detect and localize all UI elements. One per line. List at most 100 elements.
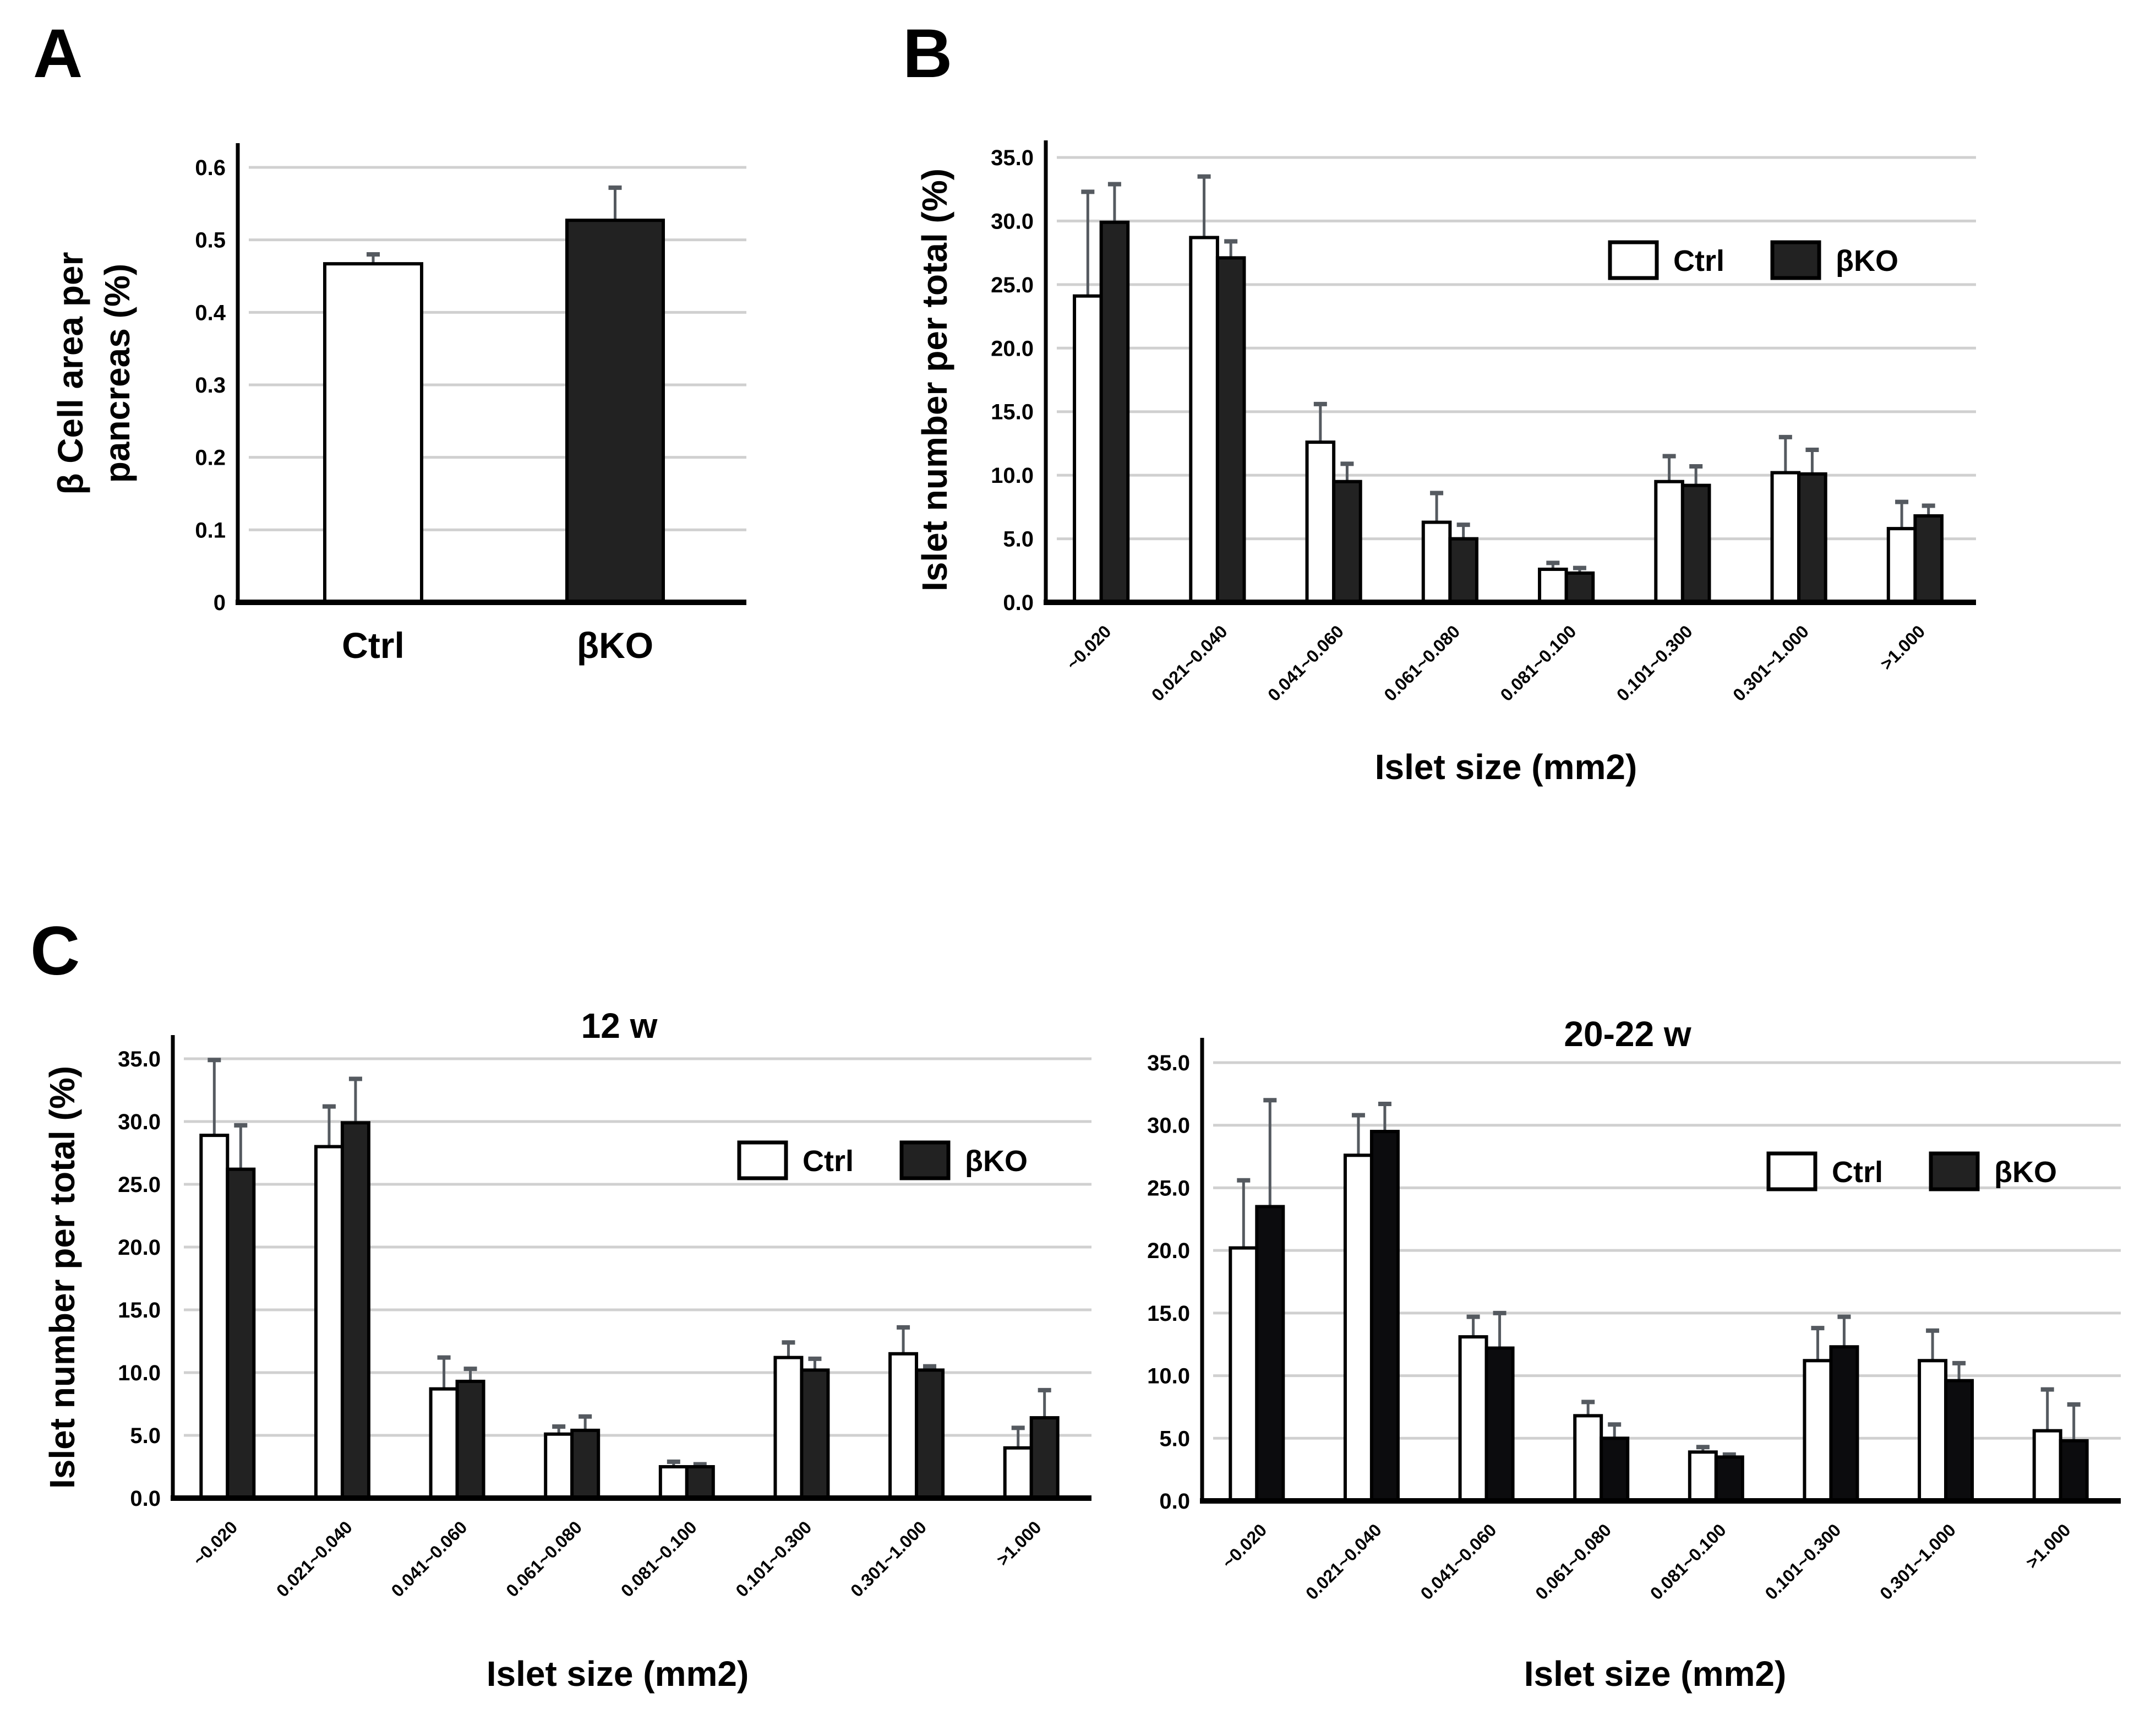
legend-label-bko: βKO bbox=[1836, 244, 1898, 277]
y-tick-label: 30.0 bbox=[1147, 1114, 1190, 1138]
x-tick-label: ~0.020 bbox=[189, 1517, 241, 1569]
x-tick-label: 0.081~0.100 bbox=[1646, 1520, 1730, 1603]
y-tick-label: 5.0 bbox=[130, 1424, 161, 1448]
y-tick-label: 0.6 bbox=[195, 156, 226, 180]
x-category-label: βKO bbox=[577, 625, 653, 666]
legend-swatch-ctrl bbox=[1766, 1151, 1817, 1191]
x-tick-label: >1.000 bbox=[1876, 621, 1929, 673]
x-tick-label: 0.081~0.100 bbox=[617, 1517, 701, 1601]
bar-bko bbox=[1944, 1379, 1974, 1503]
y-tick-label: 0.3 bbox=[195, 373, 226, 398]
legend-swatch-bko bbox=[1770, 240, 1821, 280]
bar-bko bbox=[1484, 1346, 1515, 1503]
bar-ctrl bbox=[1688, 1450, 1718, 1503]
bar-bko bbox=[1369, 1130, 1400, 1503]
bar-bko bbox=[800, 1368, 830, 1500]
y-tick-label: 5.0 bbox=[1003, 527, 1034, 552]
bar-bko bbox=[226, 1167, 256, 1500]
panel-b-xlabel: Islet size (mm2) bbox=[1375, 747, 1638, 787]
legend-label-bko: βKO bbox=[1994, 1156, 2057, 1189]
bar-ctrl bbox=[1886, 527, 1917, 604]
panel-b-ylabel: Islet number per total (%) bbox=[915, 168, 954, 591]
y-tick-label: 0.0 bbox=[130, 1487, 161, 1511]
x-tick-label: 0.061~0.080 bbox=[1531, 1520, 1615, 1603]
chart-panel-2: 0.0 5.0 10.0 15.0 20.0 25.0 30.0 35.0 ~0.020 0.02… bbox=[118, 1035, 1091, 1601]
bar-ctrl bbox=[2032, 1429, 2062, 1503]
y-tick-label: 10.0 bbox=[991, 464, 1034, 488]
panel-c-2022w-xlabel: Islet size (mm2) bbox=[1524, 1654, 1787, 1694]
y-tick-label: 25.0 bbox=[991, 273, 1034, 297]
legend-swatch-ctrl bbox=[1608, 240, 1659, 280]
x-tick-label: 0.301~1.000 bbox=[847, 1517, 930, 1601]
bar-ctrl bbox=[658, 1465, 689, 1500]
legend-label-ctrl: Ctrl bbox=[1673, 244, 1724, 277]
y-tick-label: 25.0 bbox=[118, 1173, 161, 1197]
bar-ctrl bbox=[544, 1432, 574, 1500]
bar-ctrl bbox=[1918, 1359, 1948, 1503]
bar-bko bbox=[1448, 537, 1478, 604]
bar-bko bbox=[1797, 472, 1827, 604]
panel-c-12w-xlabel: Islet size (mm2) bbox=[487, 1654, 749, 1694]
x-tick-label: >1.000 bbox=[992, 1517, 1045, 1569]
y-tick-label: 10.0 bbox=[1147, 1364, 1190, 1389]
bar-ctrl bbox=[1003, 1446, 1033, 1500]
bar-ctrl bbox=[773, 1356, 804, 1500]
bar-bko bbox=[1680, 483, 1711, 605]
bar-ctrl bbox=[1573, 1414, 1603, 1503]
y-tick-label: 15.0 bbox=[991, 400, 1034, 424]
bar-bko bbox=[1099, 220, 1130, 605]
legend-swatch-bko bbox=[899, 1140, 951, 1180]
x-tick-label: 0.061~0.080 bbox=[502, 1517, 586, 1601]
y-tick-label: 10.0 bbox=[118, 1361, 161, 1385]
bar-ctrl bbox=[1073, 294, 1103, 604]
bar-bko bbox=[1600, 1436, 1630, 1503]
x-tick-label: 0.101~0.300 bbox=[732, 1517, 815, 1601]
x-tick-label: 0.041~0.060 bbox=[1264, 621, 1347, 705]
y-tick-label: 35.0 bbox=[1147, 1051, 1190, 1075]
chart-panel-1: 0.0 5.0 10.0 15.0 20.0 25.0 30.0 35.0 ~0.020 0.02… bbox=[991, 140, 1976, 705]
y-tick-label: 15.0 bbox=[118, 1298, 161, 1322]
panel-c-12w-title: 12 w bbox=[581, 1006, 658, 1046]
bar-bko bbox=[1829, 1345, 1859, 1503]
bar-ctrl bbox=[1421, 520, 1452, 604]
y-tick-label: 0.4 bbox=[195, 301, 226, 325]
panel-c-ylabel: Islet number per total (%) bbox=[42, 1066, 82, 1489]
bar-ctrl bbox=[314, 1145, 344, 1500]
bar-bko bbox=[1215, 256, 1246, 604]
panel-label-b: B bbox=[903, 15, 952, 92]
bar-bko bbox=[1714, 1455, 1744, 1503]
x-tick-label: 0.021~0.040 bbox=[1148, 621, 1231, 705]
y-tick-label: 0.2 bbox=[195, 446, 226, 470]
bar-ctrl bbox=[1189, 236, 1219, 604]
bar-ctrl bbox=[1343, 1153, 1373, 1503]
x-tick-label: 0.021~0.040 bbox=[272, 1517, 356, 1601]
chart-panel-0: 0 0.1 0.2 0.3 0.4 0.5 0.6 Ctrl βKO bbox=[195, 143, 746, 666]
bar-ctrl bbox=[1538, 567, 1568, 605]
y-tick-label: 20.0 bbox=[991, 336, 1034, 361]
panel-label-c: C bbox=[30, 913, 80, 989]
x-category-label: Ctrl bbox=[342, 625, 405, 666]
bar-ctrl bbox=[1458, 1335, 1488, 1503]
y-tick-label: 35.0 bbox=[118, 1047, 161, 1071]
bar-bko bbox=[570, 1428, 601, 1500]
bar-ctrl bbox=[1229, 1246, 1259, 1503]
chart-panel-3: 0.0 5.0 10.0 15.0 20.0 25.0 30.0 35.0 ~0.020 0.02… bbox=[1147, 1038, 2121, 1603]
bar-ctrl bbox=[1803, 1359, 1833, 1503]
y-tick-label: 30.0 bbox=[118, 1110, 161, 1134]
bar-bko bbox=[340, 1121, 370, 1500]
x-tick-label: 0.101~0.300 bbox=[1613, 621, 1696, 705]
panel-c-2022w-title: 20-22 w bbox=[1564, 1014, 1691, 1054]
legend-swatch-bko bbox=[1929, 1151, 1980, 1191]
bar-bko bbox=[455, 1379, 485, 1500]
panel-a-ylabel-line2: pancreas (%) bbox=[97, 264, 137, 483]
bar-bko bbox=[1332, 480, 1362, 605]
x-tick-label: 0.041~0.060 bbox=[387, 1517, 471, 1601]
legend-label-bko: βKO bbox=[965, 1145, 1028, 1178]
x-tick-label: 0.301~1.000 bbox=[1729, 621, 1813, 705]
y-tick-label: 5.0 bbox=[1159, 1427, 1190, 1451]
y-tick-label: 30.0 bbox=[991, 209, 1034, 233]
bar-bko bbox=[565, 219, 665, 605]
bar-ctrl bbox=[199, 1134, 230, 1500]
legend-label-ctrl: Ctrl bbox=[1832, 1156, 1883, 1189]
